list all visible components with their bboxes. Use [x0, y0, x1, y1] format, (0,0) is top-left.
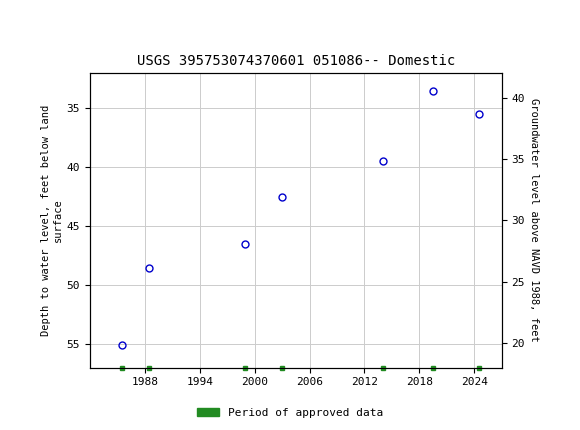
- Legend: Period of approved data: Period of approved data: [193, 403, 387, 422]
- Y-axis label: Groundwater level above NAVD 1988, feet: Groundwater level above NAVD 1988, feet: [529, 98, 539, 342]
- Text: ≡USGS: ≡USGS: [14, 14, 60, 29]
- Title: USGS 395753074370601 051086-- Domestic: USGS 395753074370601 051086-- Domestic: [137, 54, 455, 68]
- Y-axis label: Depth to water level, feet below land
surface: Depth to water level, feet below land su…: [41, 105, 63, 336]
